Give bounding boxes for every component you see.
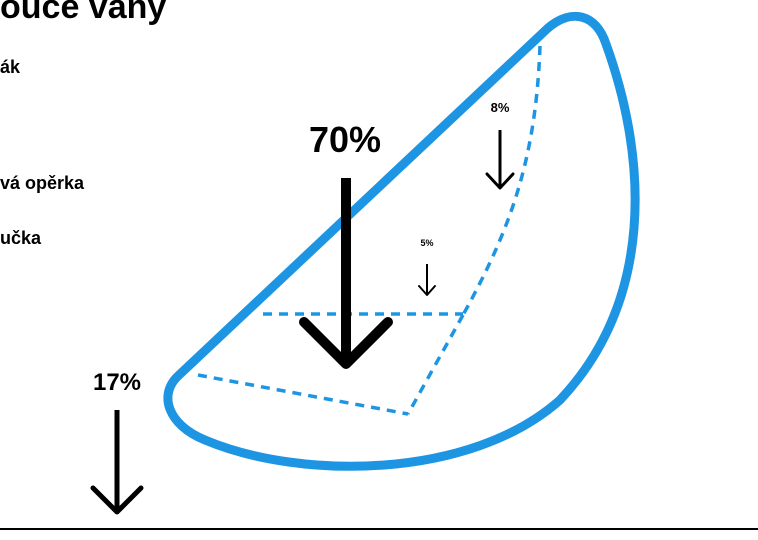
load-label-middle: 5% (420, 238, 433, 248)
load-label-upper: 8% (491, 100, 510, 115)
legend-item: vá opěrka (0, 173, 85, 193)
load-arrow-upper (485, 130, 515, 190)
load-arrow-middle (418, 264, 436, 296)
legend-item: učka (0, 228, 42, 248)
floor-line (0, 528, 758, 530)
load-label-outside: 17% (93, 369, 141, 396)
tub-outline (163, 11, 640, 471)
zone-divider-seat (406, 314, 465, 415)
load-label-main: 70% (309, 119, 381, 160)
load-arrow-outside (90, 410, 144, 515)
legend-item: ák (0, 57, 21, 77)
diagram-title: ouce vany (0, 0, 167, 26)
zone-divider-back (461, 45, 542, 316)
zone-divider-bottom (197, 373, 409, 416)
load-arrow-main (299, 178, 393, 369)
